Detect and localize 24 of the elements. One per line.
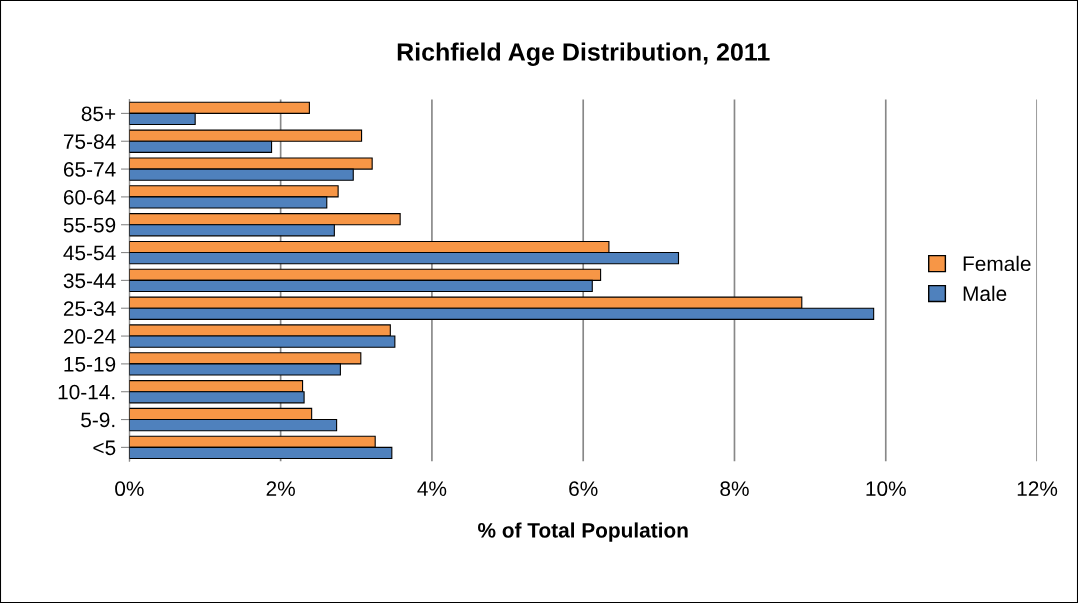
- y-tick-label: 75-84: [63, 134, 116, 149]
- x-tick-label: 2%: [266, 481, 295, 496]
- x-tick-label: 0%: [115, 481, 144, 497]
- y-tick-label: <5: [93, 440, 116, 456]
- y-tick-label: 55-59: [63, 217, 116, 233]
- legend-label: Male: [963, 285, 1007, 302]
- x-tick-label: 10%: [866, 481, 906, 497]
- x-axis-title: % of Total Population: [478, 522, 688, 542]
- y-tick-label: 20-24: [63, 329, 116, 344]
- y-tick-label: 25-34: [63, 301, 116, 316]
- y-tick-label: 10-14.: [58, 384, 115, 400]
- y-tick-label: 15-19: [64, 356, 116, 372]
- legend-label: Female: [963, 255, 1031, 272]
- y-tick-label: 35-44: [63, 273, 116, 289]
- x-tick-label: 8%: [720, 481, 749, 497]
- x-tick-label: 12%: [1017, 481, 1058, 496]
- y-tick-label: 60-64: [63, 189, 116, 205]
- x-tick-label: 6%: [569, 481, 598, 497]
- y-tick-label: 5-9.: [81, 412, 115, 428]
- chart-title: Richfield Age Distribution, 2011: [397, 42, 770, 66]
- y-tick-label: 65-74: [63, 162, 116, 177]
- x-tick-label: 4%: [417, 481, 447, 496]
- y-tick-label: 85+: [81, 106, 116, 122]
- y-tick-label: 45-54: [63, 245, 116, 261]
